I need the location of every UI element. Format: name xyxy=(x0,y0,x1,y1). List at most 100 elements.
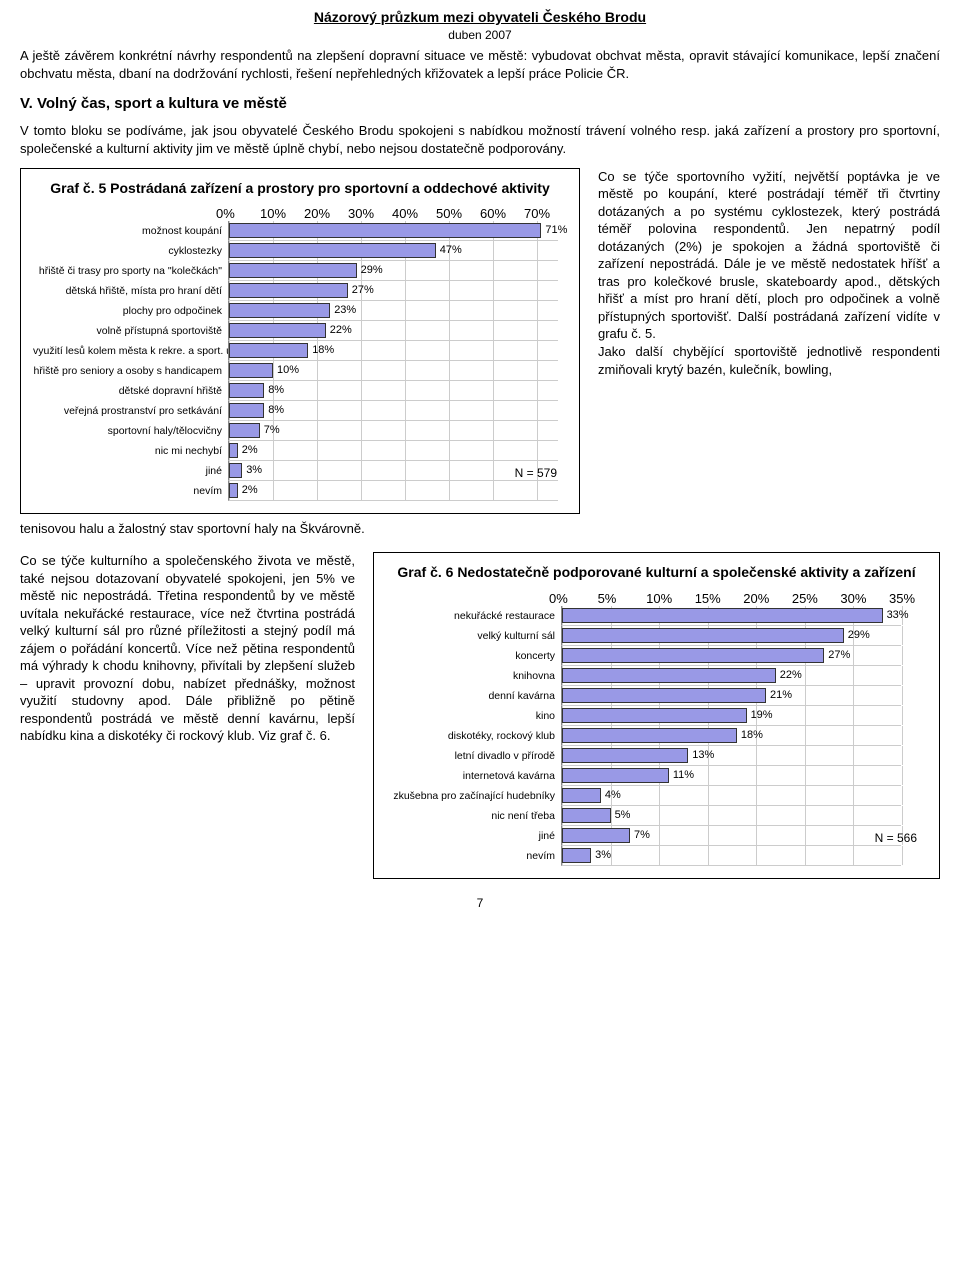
bar-value: 19% xyxy=(751,708,773,723)
bar-row: plochy pro odpočinek 23% xyxy=(33,301,567,321)
bar-value: 8% xyxy=(268,403,284,418)
bar-value: 33% xyxy=(887,608,909,623)
bar-fill xyxy=(562,788,601,803)
bar-label: kino xyxy=(386,709,561,723)
bar-fill xyxy=(229,443,238,458)
bar-row: sportovní haly/tělocvičny7% xyxy=(33,421,567,441)
bar-row: veřejná prostranství pro setkávání 8% xyxy=(33,401,567,421)
chart6-box: Graf č. 6 Nedostatečně podporované kultu… xyxy=(373,552,940,879)
bar-row: diskotéky, rockový klub 18% xyxy=(386,726,927,746)
bar-value: 5% xyxy=(615,808,631,823)
bar-row: nevím3% xyxy=(386,846,927,866)
axis-tick: 20% xyxy=(743,590,767,608)
bar-label: nevím xyxy=(33,484,228,498)
bar-row: dětská hřiště, místa pro hraní dětí27% xyxy=(33,281,567,301)
after-chart5-text: tenisovou halu a žalostný stav sportovní… xyxy=(20,520,940,538)
bar-fill xyxy=(229,223,541,238)
bar-label: sportovní haly/tělocvičny xyxy=(33,424,228,438)
bar-value: 18% xyxy=(312,343,334,358)
bar-track: 10% xyxy=(228,361,558,381)
bar-value: 2% xyxy=(242,443,258,458)
section-v-heading: V. Volný čas, sport a kultura ve městě xyxy=(20,94,940,114)
bar-label: dětské dopravní hřiště xyxy=(33,384,228,398)
axis-tick: 0% xyxy=(216,205,240,223)
bar-fill xyxy=(229,263,357,278)
axis-tick: 70% xyxy=(524,205,548,223)
doc-header-title: Názorový průzkum mezi obyvateli Českého … xyxy=(20,8,940,27)
bar-track: 18% xyxy=(228,341,558,361)
bar-label: velký kulturní sál xyxy=(386,629,561,643)
axis-tick: 10% xyxy=(260,205,284,223)
chart6-row: Co se týče kulturního a společenského ži… xyxy=(20,552,940,879)
bar-value: 22% xyxy=(780,668,802,683)
axis-tick: 0% xyxy=(549,590,573,608)
bar-label: veřejná prostranství pro setkávání xyxy=(33,404,228,418)
axis-tick: 35% xyxy=(889,590,913,608)
axis-tick: 60% xyxy=(480,205,504,223)
bar-value: 47% xyxy=(440,243,462,258)
bar-label: diskotéky, rockový klub xyxy=(386,729,561,743)
axis-tick: 25% xyxy=(792,590,816,608)
bar-label: zkušebna pro začínající hudebníky xyxy=(386,789,561,803)
bar-row: zkušebna pro začínající hudebníky4% xyxy=(386,786,927,806)
axis-tick: 10% xyxy=(646,590,670,608)
bar-value: 11% xyxy=(673,768,694,783)
chart6-area: 0%5%10%15%20%25%30%35%nekuřácké restaura… xyxy=(386,590,927,866)
bar-value: 23% xyxy=(334,303,356,318)
bar-track: 7% xyxy=(561,826,901,846)
page-number: 7 xyxy=(20,895,940,911)
bar-track: 33% xyxy=(561,606,901,626)
bar-fill xyxy=(562,648,824,663)
bar-fill xyxy=(562,688,766,703)
bar-row: internetová kavárna 11% xyxy=(386,766,927,786)
doc-header-subtitle: duben 2007 xyxy=(20,27,940,43)
bar-label: volně přístupná sportoviště xyxy=(33,324,228,338)
bar-fill xyxy=(229,323,326,338)
bar-track: 29% xyxy=(561,626,901,646)
bar-value: 71% xyxy=(545,223,567,238)
intro-paragraph: A ještě závěrem konkrétní návrhy respond… xyxy=(20,47,940,82)
bar-track: 8% xyxy=(228,381,558,401)
bar-row: jiné3% xyxy=(33,461,567,481)
bar-value: 27% xyxy=(828,648,850,663)
bar-row: dětské dopravní hřiště8% xyxy=(33,381,567,401)
bar-track: 19% xyxy=(561,706,901,726)
bar-track: 3% xyxy=(561,846,901,866)
n-label: N = 579 xyxy=(515,465,557,481)
chart6-side-text: Co se týče kulturního a společenského ži… xyxy=(20,552,355,879)
axis-tick: 30% xyxy=(348,205,372,223)
chart5-box: Graf č. 5 Postrádaná zařízení a prostory… xyxy=(20,168,580,515)
bar-row: volně přístupná sportoviště 22% xyxy=(33,321,567,341)
bar-label: jiné xyxy=(386,829,561,843)
bar-track: 3% xyxy=(228,461,558,481)
bar-label: dětská hřiště, místa pro hraní dětí xyxy=(33,284,228,298)
bar-track: 2% xyxy=(228,481,558,501)
bar-fill xyxy=(562,728,737,743)
bar-track: 22% xyxy=(228,321,558,341)
bar-label: denní kavárna xyxy=(386,689,561,703)
bar-value: 29% xyxy=(848,628,870,643)
bar-row: možnost koupání 71% xyxy=(33,221,567,241)
bar-value: 18% xyxy=(741,728,763,743)
bar-fill xyxy=(562,748,688,763)
bar-value: 22% xyxy=(330,323,352,338)
chart5-area: 0%10%20%30%40%50%60%70%možnost koupání71… xyxy=(33,205,567,501)
bar-row: letní divadlo v přírodě13% xyxy=(386,746,927,766)
bar-track: 4% xyxy=(561,786,901,806)
bar-label: nevím xyxy=(386,849,561,863)
bar-track: 18% xyxy=(561,726,901,746)
n-label: N = 566 xyxy=(875,830,917,846)
bar-track: 2% xyxy=(228,441,558,461)
axis-tick: 50% xyxy=(436,205,460,223)
axis-tick: 20% xyxy=(304,205,328,223)
bar-label: plochy pro odpočinek xyxy=(33,304,228,318)
bar-row: nic mi nechybí2% xyxy=(33,441,567,461)
bar-fill xyxy=(229,343,308,358)
chart5-row: Graf č. 5 Postrádaná zařízení a prostory… xyxy=(20,168,940,515)
bar-fill xyxy=(229,403,264,418)
bar-fill xyxy=(229,283,348,298)
bar-value: 2% xyxy=(242,483,258,498)
bar-label: internetová kavárna xyxy=(386,769,561,783)
axis-tick: 30% xyxy=(840,590,864,608)
bar-label: možnost koupání xyxy=(33,224,228,238)
